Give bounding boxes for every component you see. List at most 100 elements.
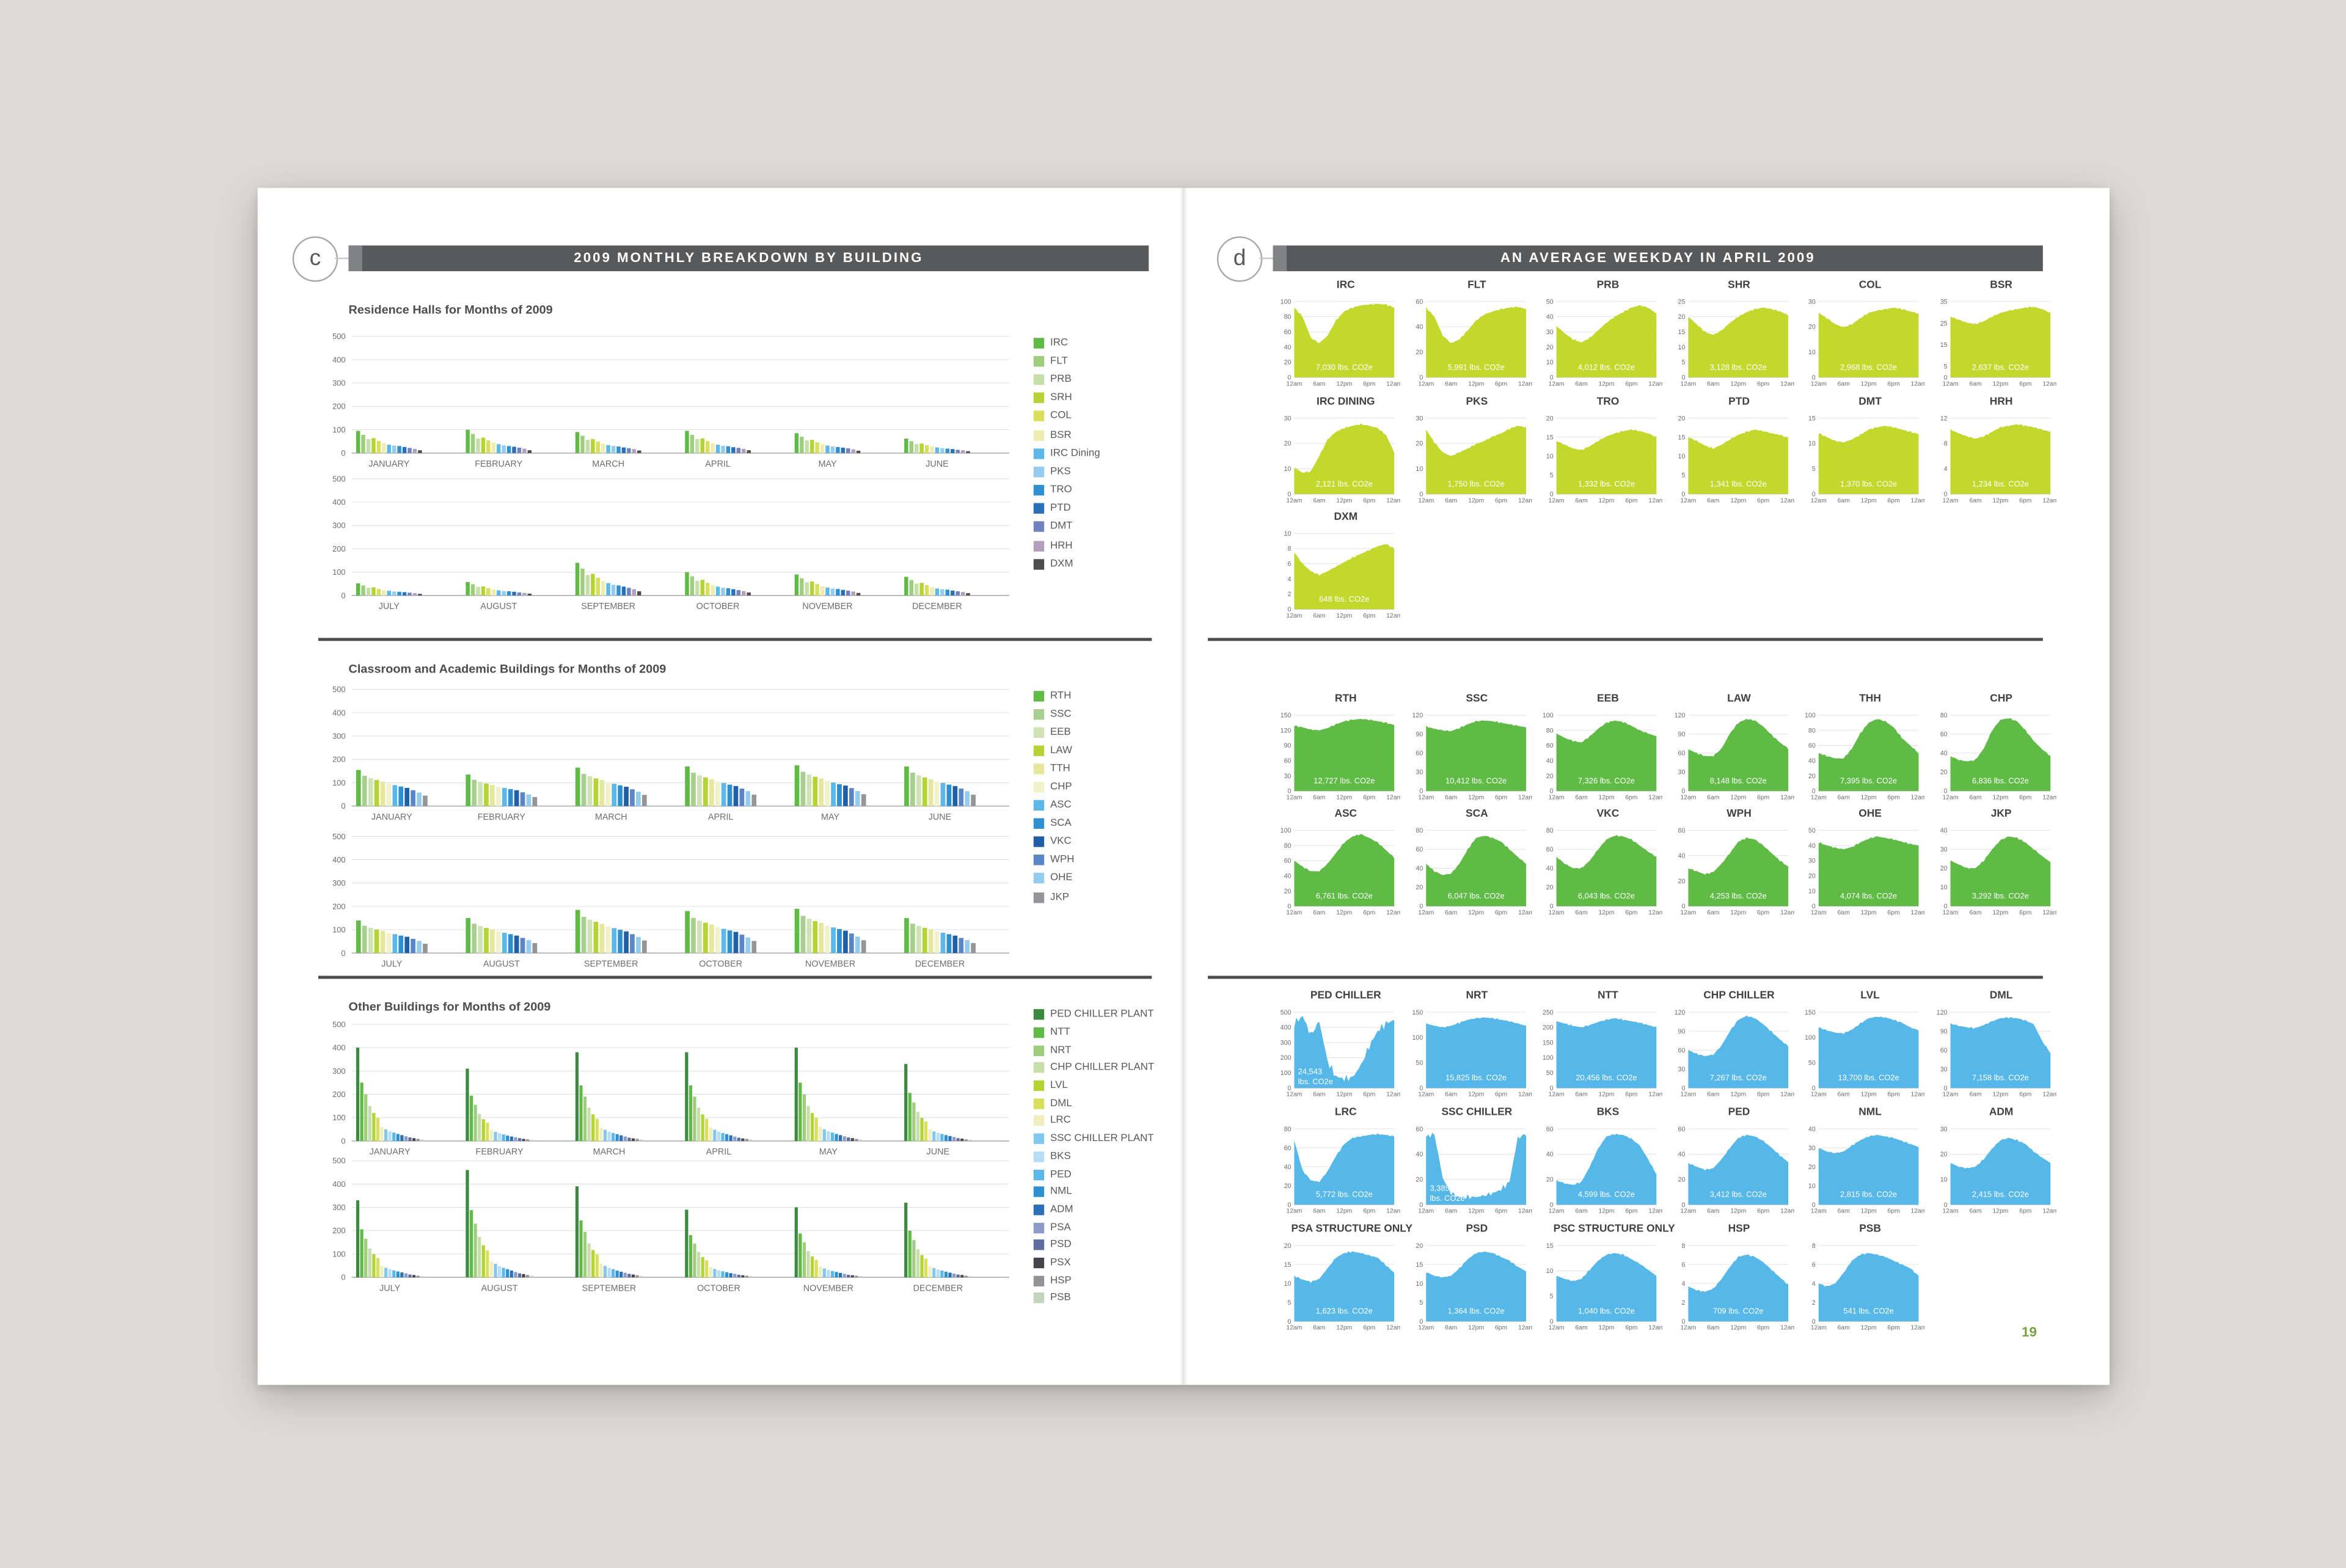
legend-label: TRO bbox=[1050, 485, 1072, 496]
mini-chart-plot: 15 10 5 0 1,040 lbs. CO2e 12am 6am 12pm 6pm 12am bbox=[1546, 1242, 1662, 1332]
left-page-header-title: 2009 MONTHLY BREAKDOWN BY BUILDING bbox=[574, 250, 924, 266]
svg-text:12am: 12am bbox=[1780, 381, 1794, 387]
svg-text:12am: 12am bbox=[1648, 381, 1662, 387]
mini-chart-value: 2,121 lbs. CO2e bbox=[1316, 479, 1373, 488]
legend-swatch bbox=[1033, 1293, 1045, 1304]
mini-chart-title: SSC CHILLER bbox=[1441, 1107, 1513, 1118]
svg-text:60: 60 bbox=[1415, 750, 1422, 757]
legend-swatch bbox=[1033, 392, 1045, 404]
svg-text:200: 200 bbox=[332, 544, 345, 553]
svg-text:12am: 12am bbox=[1386, 381, 1400, 387]
svg-text:12am: 12am bbox=[1386, 795, 1400, 801]
svg-text:6am: 6am bbox=[1444, 910, 1456, 916]
mini-chart-plot: 25 20 15 10 5 0 3,128 lbs. CO2e 12am 6am 12pm 6pm 1… bbox=[1677, 298, 1794, 387]
svg-text:12am: 12am bbox=[1910, 381, 1924, 387]
svg-text:0: 0 bbox=[1288, 1085, 1292, 1092]
svg-text:0: 0 bbox=[1550, 1085, 1554, 1092]
svg-text:2: 2 bbox=[1681, 1299, 1684, 1307]
mini-chart-thh: THH 100 80 60 40 20 0 7,395 lbs. CO2e 12am 6am 12p… bbox=[1794, 694, 1924, 801]
svg-text:6am: 6am bbox=[1838, 1208, 1850, 1215]
svg-text:80: 80 bbox=[1546, 727, 1554, 734]
legend-item: LRC bbox=[1033, 1112, 1164, 1130]
svg-text:AUGUST: AUGUST bbox=[483, 960, 520, 969]
mini-chart-value: 6,043 lbs. CO2e bbox=[1578, 891, 1635, 900]
svg-text:12pm: 12pm bbox=[1598, 1325, 1614, 1332]
legend-label: BKS bbox=[1050, 1151, 1071, 1162]
svg-text:6pm: 6pm bbox=[2019, 1092, 2031, 1098]
svg-text:12am: 12am bbox=[1386, 1092, 1400, 1098]
legend-swatch bbox=[1033, 855, 1045, 866]
svg-text:OCTOBER: OCTOBER bbox=[699, 960, 742, 969]
legend-item: COL bbox=[1033, 407, 1164, 426]
legend-item: PSB bbox=[1033, 1289, 1164, 1307]
section-divider bbox=[318, 638, 1152, 641]
legend-label: DMT bbox=[1050, 522, 1073, 533]
legend-swatch bbox=[1033, 337, 1045, 348]
svg-text:12am: 12am bbox=[1648, 497, 1662, 504]
svg-text:6am: 6am bbox=[1575, 910, 1587, 916]
section-marker-c-label: c bbox=[309, 245, 321, 272]
svg-text:20: 20 bbox=[1546, 344, 1554, 351]
mini-chart-value: 20,456 lbs. CO2e bbox=[1576, 1073, 1637, 1082]
svg-text:30: 30 bbox=[1939, 1126, 1946, 1133]
svg-text:6pm: 6pm bbox=[1625, 1208, 1637, 1215]
legend-swatch bbox=[1033, 356, 1045, 366]
legend-label: PTD bbox=[1050, 503, 1071, 514]
mini-chart-plot: 120 90 60 30 0 10,412 lbs. CO2e 12am 6am 12pm 6pm… bbox=[1411, 712, 1531, 801]
legend-swatch bbox=[1033, 709, 1045, 720]
svg-text:15: 15 bbox=[1677, 329, 1684, 336]
mini-chart-plot: 60 40 20 0 4,253 lbs. CO2e 12am 6am 12pm 6pm 12am bbox=[1677, 827, 1793, 916]
mini-chart-value: 3,412 lbs. CO2e bbox=[1709, 1190, 1766, 1199]
svg-text:6am: 6am bbox=[1575, 1092, 1587, 1098]
svg-text:60: 60 bbox=[1284, 1145, 1292, 1152]
svg-text:90: 90 bbox=[1415, 731, 1422, 738]
svg-text:0: 0 bbox=[1550, 374, 1554, 381]
svg-text:0: 0 bbox=[1419, 374, 1422, 381]
mini-chart-sca: SCA 80 60 40 20 0 6,047 lbs. CO2e 12am 6am 12pm 6p… bbox=[1401, 809, 1531, 917]
legend-swatch bbox=[1033, 1275, 1045, 1286]
legend-swatch bbox=[1033, 503, 1045, 514]
legend-label: DML bbox=[1050, 1098, 1072, 1109]
mini-chart-plot: 80 60 40 20 0 6,047 lbs. CO2e 12am 6am 12pm 6pm 12… bbox=[1415, 827, 1531, 916]
svg-text:35: 35 bbox=[1939, 298, 1946, 305]
svg-text:12am: 12am bbox=[2042, 381, 2056, 387]
svg-text:12pm: 12pm bbox=[1861, 1092, 1877, 1098]
svg-text:4: 4 bbox=[1812, 1280, 1816, 1288]
svg-text:0: 0 bbox=[1681, 1202, 1684, 1209]
svg-text:20: 20 bbox=[1284, 1242, 1292, 1250]
svg-text:AUGUST: AUGUST bbox=[480, 602, 517, 611]
legend-label: LAW bbox=[1050, 745, 1072, 756]
mini-chart-title: IRC bbox=[1336, 280, 1355, 291]
report-spread: c 2009 MONTHLY BREAKDOWN BY BUILDING Res… bbox=[257, 188, 2110, 1385]
svg-text:6am: 6am bbox=[1444, 1208, 1456, 1215]
svg-text:12am: 12am bbox=[1910, 1092, 1924, 1098]
svg-text:15: 15 bbox=[1808, 415, 1816, 422]
svg-text:10: 10 bbox=[1939, 884, 1946, 891]
svg-text:20: 20 bbox=[1939, 1151, 1946, 1158]
svg-text:40: 40 bbox=[1546, 757, 1554, 765]
svg-text:12pm: 12pm bbox=[1598, 1092, 1614, 1098]
svg-text:MARCH: MARCH bbox=[592, 459, 624, 469]
mini-chart-value: 1,623 lbs. CO2e bbox=[1316, 1307, 1373, 1316]
svg-text:30: 30 bbox=[1284, 415, 1292, 422]
svg-text:0: 0 bbox=[1419, 1085, 1422, 1092]
svg-text:120: 120 bbox=[1673, 712, 1684, 720]
svg-text:6am: 6am bbox=[1313, 1092, 1325, 1098]
svg-text:6pm: 6pm bbox=[2019, 381, 2031, 387]
section-title: Classroom and Academic Buildings for Mon… bbox=[348, 662, 667, 676]
mini-chart-plot: 20 15 10 5 0 1,364 lbs. CO2e 12am 6am 12pm 6pm 12a… bbox=[1415, 1242, 1531, 1332]
svg-text:6pm: 6pm bbox=[1887, 1208, 1899, 1215]
legend-item: DMT bbox=[1033, 518, 1164, 536]
mini-chart-title: IRC DINING bbox=[1317, 396, 1375, 408]
svg-text:12am: 12am bbox=[1286, 497, 1302, 504]
mini-chart-plot: 80 60 40 20 0 6,043 lbs. CO2e 12am 6am 12pm 6pm 12… bbox=[1546, 827, 1662, 916]
page-fold bbox=[1178, 188, 1188, 1385]
svg-text:6pm: 6pm bbox=[1887, 910, 1899, 916]
svg-text:20: 20 bbox=[1677, 313, 1684, 321]
svg-text:100: 100 bbox=[332, 1249, 345, 1258]
svg-text:20: 20 bbox=[1677, 878, 1684, 885]
legend-swatch bbox=[1033, 1204, 1045, 1216]
mini-chart-value: 24,543 lbs. CO2e bbox=[1298, 1067, 1333, 1086]
mini-chart-plot: 50 40 30 20 10 0 4,012 lbs. CO2e 12am 6am 12pm 6pm… bbox=[1546, 298, 1662, 387]
svg-text:20: 20 bbox=[1284, 359, 1292, 366]
